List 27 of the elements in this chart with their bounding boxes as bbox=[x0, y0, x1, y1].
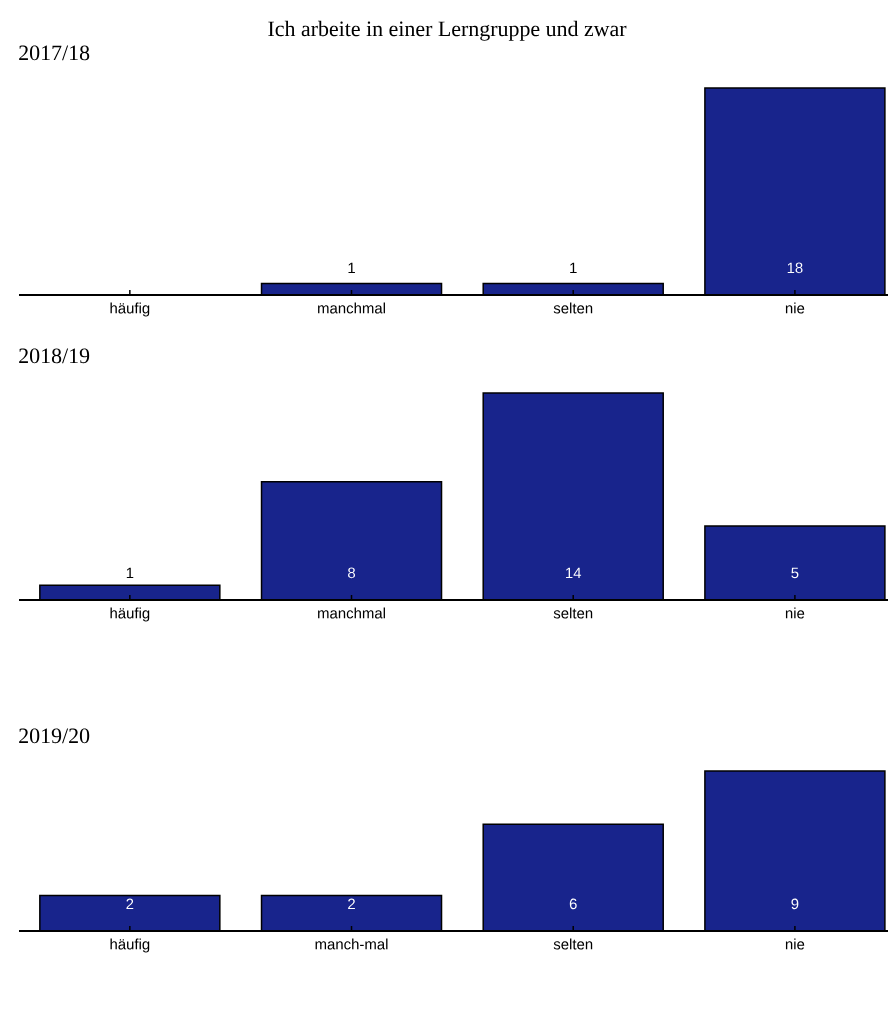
x-tick-label: häufig bbox=[110, 938, 150, 953]
data-label: 2 bbox=[348, 898, 355, 910]
data-label: 2 bbox=[126, 898, 134, 910]
x-tick-label: nie bbox=[785, 607, 805, 619]
data-label: 18 bbox=[787, 262, 803, 274]
chart-title: 2018/19 bbox=[19, 348, 90, 364]
chart-subtitle: 2017/18 bbox=[19, 45, 90, 61]
data-label: 5 bbox=[791, 567, 799, 579]
data-label: 1 bbox=[126, 567, 134, 579]
x-tick-label: nie bbox=[785, 302, 805, 314]
x-tick-label: selten bbox=[553, 302, 593, 314]
data-label: 9 bbox=[791, 898, 799, 910]
data-label: 14 bbox=[566, 567, 582, 579]
x-tick-label: manch-mal bbox=[315, 938, 388, 950]
data-label: 1 bbox=[570, 262, 577, 274]
x-tick-label: manchmal bbox=[318, 607, 385, 619]
x-tick-label: manchmal bbox=[318, 302, 385, 314]
chart-title: Ich arbeite in einer Lerngruppe und zwar bbox=[268, 20, 627, 41]
data-label: 8 bbox=[348, 567, 356, 579]
x-tick-label: selten bbox=[553, 938, 593, 950]
data-label: 6 bbox=[569, 898, 577, 910]
x-tick-label: häufig bbox=[110, 302, 150, 317]
x-tick-label: häufig bbox=[110, 607, 150, 622]
data-label: 1 bbox=[348, 262, 355, 274]
x-tick-label: nie bbox=[785, 938, 805, 950]
x-tick-label: selten bbox=[553, 607, 593, 619]
chart-title: 2019/20 bbox=[19, 728, 90, 744]
